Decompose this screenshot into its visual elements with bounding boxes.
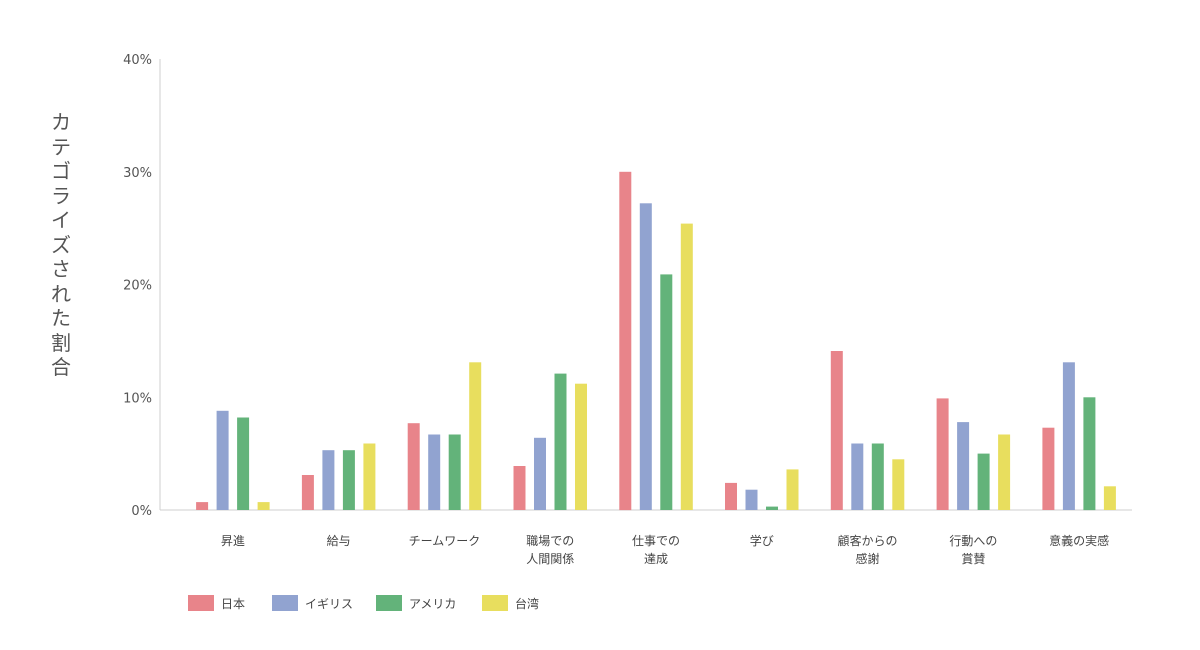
category-label-line: 賞賛 <box>961 552 985 566</box>
bar <box>766 506 778 510</box>
y-axis-label-char: た <box>51 306 71 330</box>
category-label: 顧客からの感謝 <box>838 533 898 566</box>
legend-swatch <box>188 595 214 611</box>
category-label-line: 意義の実感 <box>1049 533 1109 548</box>
legend-label: 台湾 <box>515 596 539 611</box>
y-axis-label-char: テ <box>51 134 71 159</box>
y-axis-label-char: さ <box>51 257 71 281</box>
bar <box>619 171 632 511</box>
category-labels: 昇進 給与 チームワーク 職場での人間関係 仕事での達成 学び 顧客からの感謝 行動への賞賛 意… <box>221 533 1109 566</box>
y-tick-label: 20% <box>123 279 152 294</box>
y-axis-label-char: ラ <box>51 183 71 208</box>
y-axis-label: カテゴライズされた割合 <box>46 110 76 380</box>
legend-swatch <box>376 595 402 611</box>
category-label: チームワーク <box>409 534 481 548</box>
category-label-line: 学び <box>750 533 774 548</box>
bar <box>513 466 526 510</box>
bar <box>322 450 335 510</box>
category-label-line: 昇進 <box>221 534 245 548</box>
y-axis-label-char: カ <box>51 110 71 134</box>
category-label-line: 行動への <box>949 534 997 548</box>
bar <box>892 459 905 510</box>
bar <box>745 489 758 510</box>
bar <box>448 434 461 510</box>
bar <box>342 450 355 510</box>
bar <box>1083 397 1096 511</box>
bar <box>554 373 567 510</box>
bar <box>363 443 376 510</box>
y-tick-label: 10% <box>123 391 152 406</box>
legend-label: アメリカ <box>409 597 456 611</box>
bars <box>196 171 1116 511</box>
bar <box>936 398 949 510</box>
category-label-line: チームワーク <box>409 534 481 548</box>
y-tick-label: 30% <box>123 166 152 181</box>
bar <box>1103 486 1116 510</box>
bar <box>237 417 250 510</box>
category-label: 仕事での達成 <box>632 534 680 566</box>
category-label-line: 達成 <box>644 552 668 566</box>
category-label: 職場での人間関係 <box>526 534 574 566</box>
legend-label: イギリス <box>305 597 353 611</box>
legend-swatch <box>482 595 508 611</box>
bar <box>680 223 693 510</box>
category-label-line: 人間関係 <box>526 552 574 566</box>
legend-swatch <box>272 595 298 611</box>
bar <box>257 502 270 510</box>
y-ticks: 0% 10% 20% 30% 40% <box>123 53 152 519</box>
bar <box>977 453 990 510</box>
y-axis-label-char: ゴ <box>51 159 71 183</box>
category-label-line: 顧客からの <box>838 533 898 548</box>
bar <box>196 502 209 510</box>
bar <box>851 443 864 510</box>
y-tick-label: 40% <box>123 53 152 68</box>
bar <box>660 274 673 510</box>
bar <box>428 434 441 510</box>
bar <box>830 351 843 510</box>
bar <box>639 203 652 511</box>
bar <box>725 482 737 510</box>
bar <box>1042 427 1055 510</box>
bar <box>534 437 546 510</box>
category-label: 給与 <box>327 534 351 548</box>
category-label-line: 給与 <box>327 534 351 548</box>
bar <box>1062 362 1075 510</box>
bar <box>301 475 314 510</box>
bar <box>469 362 482 510</box>
bar <box>786 469 799 510</box>
y-axis-label-char: 合 <box>51 355 71 379</box>
bar <box>871 443 884 510</box>
y-axis-label-char: 割 <box>51 330 71 355</box>
category-label: 学び <box>750 533 774 548</box>
category-label-line: 感謝 <box>856 551 880 566</box>
bar <box>998 434 1011 510</box>
y-axis-label-char: イ <box>51 208 71 232</box>
bar <box>575 383 587 510</box>
y-axis-label-char: ズ <box>51 232 71 257</box>
category-label: 意義の実感 <box>1049 533 1109 548</box>
category-label-line: 仕事での <box>632 534 680 548</box>
bar <box>407 423 420 510</box>
bar <box>957 422 970 510</box>
legend: 日本 イギリス アメリカ 台湾 <box>188 595 539 611</box>
bar <box>216 410 229 510</box>
legend-label: 日本 <box>221 597 245 611</box>
y-axis-label-char: れ <box>51 281 71 306</box>
category-label-line: 職場での <box>526 534 574 548</box>
category-label: 行動への賞賛 <box>949 534 997 566</box>
category-label: 昇進 <box>221 534 245 548</box>
y-tick-label: 0% <box>131 504 152 519</box>
